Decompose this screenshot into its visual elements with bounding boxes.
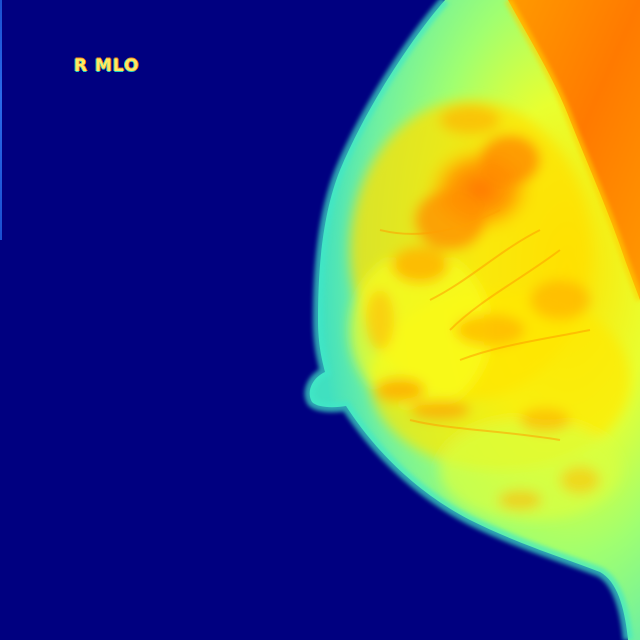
tissue-strands bbox=[379, 209, 591, 441]
skin-line bbox=[304, 0, 633, 640]
pectoral-muscle bbox=[508, 0, 640, 300]
detector-edge-strip bbox=[0, 0, 2, 240]
view-label: R MLO bbox=[74, 56, 140, 76]
